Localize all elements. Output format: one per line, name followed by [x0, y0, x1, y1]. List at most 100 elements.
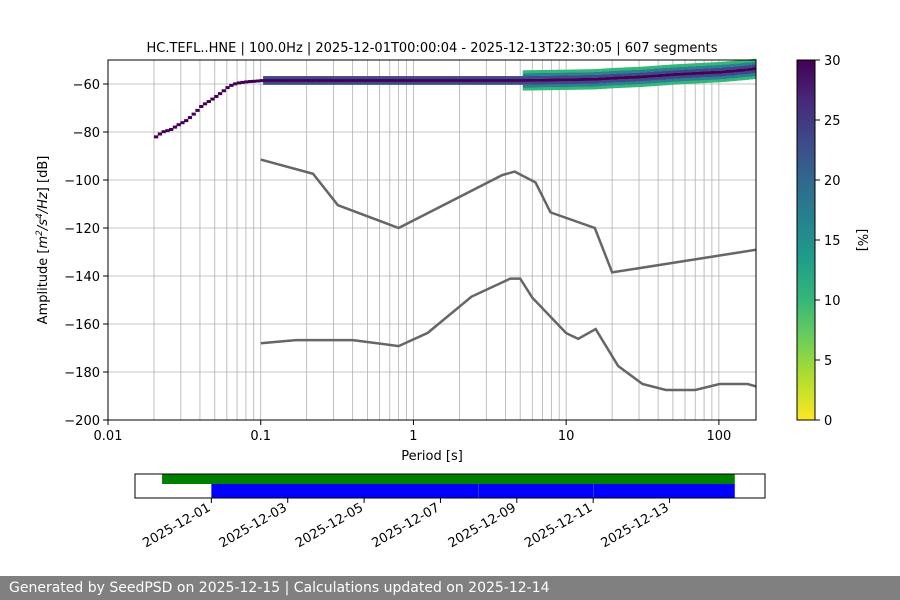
psd-heat-cell [556, 81, 561, 85]
psd-heat-cell [725, 64, 731, 68]
psd-heat-cell [357, 76, 362, 80]
psd-heat-cell [624, 84, 629, 88]
psd-heat-cell [628, 75, 633, 79]
psd-heat-cell [643, 80, 648, 84]
psd-heat-cell [473, 78, 479, 82]
psd-heat-cell [646, 83, 652, 87]
psd-heat-cell [586, 77, 591, 81]
psd-heat-cell [417, 81, 422, 85]
psd-heat-cell [680, 81, 686, 85]
psd-heat-cell [613, 67, 618, 71]
psd-heat-cell [582, 77, 588, 81]
psd-heat-cell [537, 81, 543, 85]
psd-heat-cell [349, 78, 354, 82]
psd-heat-cell [654, 82, 659, 86]
psd-heat-cell [187, 116, 193, 120]
psd-heat-cell [206, 100, 211, 104]
psd-heat-cell [661, 82, 667, 86]
psd-heat-cell [594, 86, 599, 90]
psd-heat-cell [703, 71, 708, 75]
psd-heat-cell [537, 70, 543, 74]
psd-heat-cell [511, 76, 516, 80]
psd-grid [107, 60, 756, 421]
psd-heat-cell [530, 84, 535, 88]
psd-heat-cell [439, 81, 445, 85]
psd-heat-cell [673, 70, 678, 74]
psd-heat-cell [221, 89, 226, 93]
psd-heat-cell [466, 76, 471, 80]
psd-heat-cell [718, 79, 723, 83]
psd-heat-cell [530, 81, 535, 85]
psd-heat-cell [315, 81, 321, 85]
psd-heat-cell [628, 81, 633, 85]
psd-heat-cell [601, 82, 606, 86]
x-axis-label: Period [s] [401, 449, 463, 464]
psd-heat-cell [327, 78, 332, 82]
psd-heat-cell [628, 72, 633, 76]
psd-heat-cell [564, 78, 569, 82]
psd-heat-cell [733, 69, 738, 73]
psd-heat-cell [707, 79, 712, 83]
psd-heat-cell [552, 75, 558, 79]
psd-heat-cell [601, 77, 606, 81]
psd-heat-cell [654, 80, 659, 84]
psd-heat-cell [699, 62, 704, 66]
psd-heat-cell [650, 71, 655, 75]
psd-heat-cell [748, 67, 753, 71]
psd-heat-cell [345, 81, 351, 85]
psd-heat-cell [676, 81, 682, 85]
psd-heat-cell [586, 83, 591, 87]
psd-heat-cell [609, 76, 614, 80]
psd-heat-cell [549, 72, 554, 76]
psd-heat-cell [534, 70, 539, 74]
psd-heat-cell [571, 75, 576, 79]
psd-heat-cell [342, 76, 347, 80]
psd-heat-cell [485, 76, 490, 80]
psd-heat-cell [579, 78, 584, 82]
psd-heat-cell [375, 76, 381, 80]
psd-heat-cell [579, 83, 584, 87]
psd-heat-cell [688, 75, 693, 79]
psd-heat-cell [695, 71, 701, 75]
psd-heat-cell [658, 71, 663, 75]
psd-heat-cell [488, 78, 494, 82]
psd-figure: HC.TEFL..HNE | 100.0Hz | 2025-12-01T00:0… [35, 41, 869, 551]
psd-heat-cell [447, 78, 452, 82]
psd-heat-cell [534, 81, 539, 85]
x-tick-label: 100 [706, 429, 731, 444]
psd-heat-cell [240, 80, 245, 84]
psd-heat-cell [530, 75, 535, 79]
psd-heat-cell [740, 62, 746, 66]
psd-heat-cell [315, 78, 321, 82]
psd-heat-cell [752, 76, 757, 80]
psd-heat-cell [695, 77, 701, 81]
psd-heat-cell [695, 74, 701, 78]
psd-heat-cell [737, 66, 742, 70]
psd-heat-cell [688, 69, 693, 73]
psd-heat-cell [564, 84, 569, 88]
psd-heat-cell [684, 63, 689, 67]
psd-heat-cell [601, 71, 606, 75]
psd-heat-cell [500, 81, 505, 85]
psd-heat-cell [710, 70, 716, 74]
psd-heat-cell [692, 71, 697, 75]
psd-heat-cell [676, 69, 682, 73]
psd-heat-cell [616, 76, 622, 80]
psd-heat-cell [673, 67, 678, 71]
psd-heat-cell [293, 81, 298, 85]
psd-heat-cell [597, 77, 603, 81]
psd-heat-cell [304, 78, 309, 82]
psd-heat-cell [270, 81, 275, 85]
psd-heat-cell [413, 76, 418, 80]
psd-heat-cell [605, 79, 610, 83]
psd-heat-cell [312, 81, 317, 85]
psd-heat-cell [646, 66, 652, 70]
psd-heat-cell [560, 72, 565, 76]
x-tick-label: 1 [409, 429, 417, 444]
psd-heat-cell [725, 75, 731, 79]
y-tick-label: −60 [73, 78, 100, 93]
psd-heat-cell [545, 81, 550, 85]
psd-heat-cell [534, 72, 539, 76]
colorbar-tick-label: 15 [824, 234, 841, 249]
psd-heat-cell [176, 123, 181, 127]
